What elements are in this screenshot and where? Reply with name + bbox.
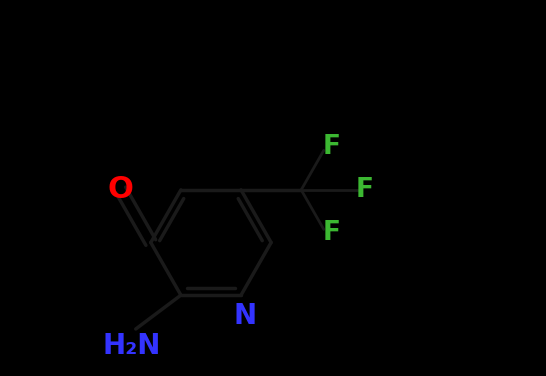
Text: F: F [322,133,340,160]
Text: H₂N: H₂N [103,332,161,360]
Text: O: O [108,175,134,205]
Text: N: N [233,302,257,330]
Text: F: F [322,220,340,246]
Text: F: F [356,177,374,203]
